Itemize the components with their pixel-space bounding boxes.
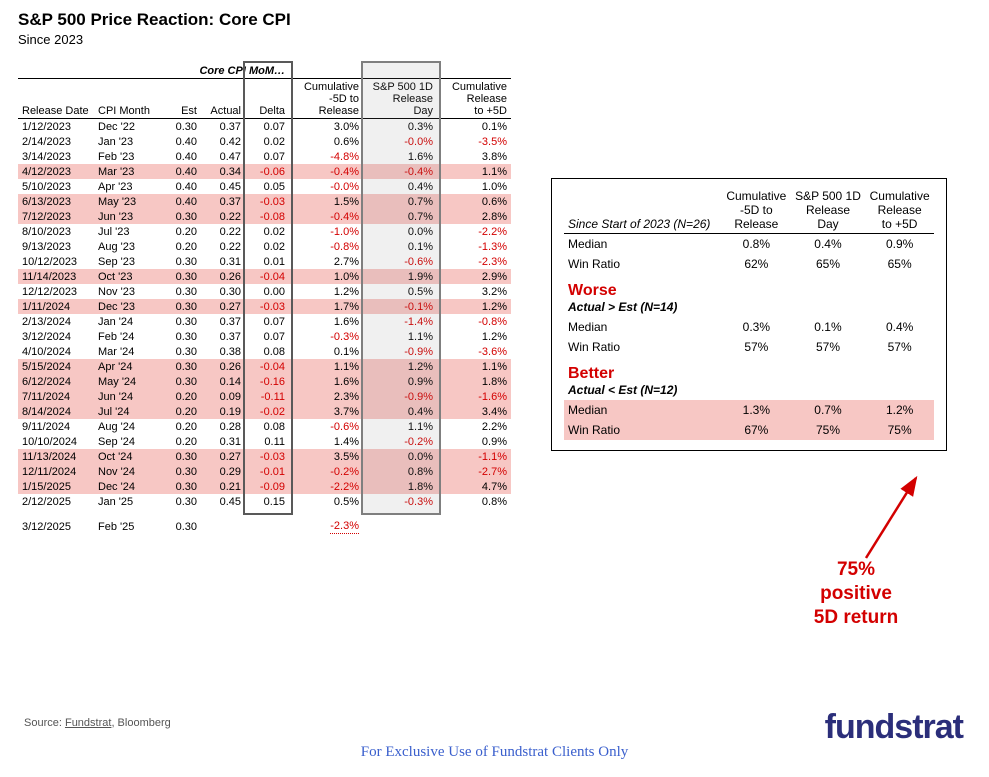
page-title: S&P 500 Price Reaction: Core CPI xyxy=(18,10,971,30)
summary-table: Since Start of 2023 (N=26) Cumulative-5D… xyxy=(564,187,934,440)
col-est: Est xyxy=(157,79,201,119)
table-row: 7/11/2024Jun '240.200.09-0.112.3%-0.9%-1… xyxy=(18,389,511,404)
table-row: 3/12/2024Feb '240.300.370.07-0.3%1.1%1.2… xyxy=(18,329,511,344)
data-table: Core CPI MoM… Release Date CPI Month Est… xyxy=(18,63,511,535)
group-header-row: Core CPI MoM… xyxy=(18,63,511,79)
table-row: 6/13/2023May '230.400.37-0.031.5%0.7%0.6… xyxy=(18,194,511,209)
summary-col2: S&P 500 1DReleaseDay xyxy=(791,187,866,234)
summary-since-label: Since Start of 2023 (N=26) xyxy=(564,187,722,234)
summary-better-header: Better Actual < Est (N=12) xyxy=(564,357,934,400)
source-link: Fundstrat xyxy=(65,717,111,729)
page-subtitle: Since 2023 xyxy=(18,32,971,47)
summary-worse-win: Win Ratio 57% 57% 57% xyxy=(564,337,934,357)
summary-header-row: Since Start of 2023 (N=26) Cumulative-5D… xyxy=(564,187,934,234)
summary-worse-median: Median 0.3% 0.1% 0.4% xyxy=(564,317,934,337)
summary-worse-header: Worse Actual > Est (N=14) xyxy=(564,274,934,317)
table-row: 2/14/2023Jan '230.400.420.020.6%-0.0%-3.… xyxy=(18,134,511,149)
col-sp-1d: S&P 500 1DReleaseDay xyxy=(363,79,437,119)
page: S&P 500 Price Reaction: Core CPI Since 2… xyxy=(0,0,989,777)
table-row-pending: 3/12/2025Feb '250.30-2.3% xyxy=(18,518,511,535)
col-delta: Delta xyxy=(245,79,289,119)
summary-overall-win: Win Ratio 62% 65% 65% xyxy=(564,254,934,274)
right-summary-wrap: Since Start of 2023 (N=26) Cumulative-5D… xyxy=(551,178,947,451)
table-row: 5/10/2023Apr '230.400.450.05-0.0%0.4%1.0… xyxy=(18,179,511,194)
col-actual: Actual xyxy=(201,79,245,119)
table-row: 10/10/2024Sep '240.200.310.111.4%-0.2%0.… xyxy=(18,434,511,449)
group-header-label: Core CPI MoM… xyxy=(157,63,289,79)
table-row: 1/12/2023Dec '220.300.370.073.0%0.3%0.1% xyxy=(18,119,511,135)
worse-subtitle: Actual > Est (N=14) xyxy=(568,300,677,314)
table-row: 12/12/2023Nov '230.300.300.001.2%0.5%3.2… xyxy=(18,284,511,299)
better-subtitle: Actual < Est (N=12) xyxy=(568,383,677,397)
table-row: 9/11/2024Aug '240.200.280.08-0.6%1.1%2.2… xyxy=(18,419,511,434)
table-row: 11/14/2023Oct '230.300.26-0.041.0%1.9%2.… xyxy=(18,269,511,284)
col-cpi-month: CPI Month xyxy=(94,79,157,119)
col-release-date: Release Date xyxy=(18,79,94,119)
table-row: 11/13/2024Oct '240.300.27-0.033.5%0.0%-1… xyxy=(18,449,511,464)
summary-overall-median: Median 0.8% 0.4% 0.9% xyxy=(564,234,934,255)
col-cum-neg5: Cumulative-5D toRelease xyxy=(289,79,363,119)
table-row: 12/11/2024Nov '240.300.29-0.01-0.2%0.8%-… xyxy=(18,464,511,479)
left-table-wrap: Core CPI MoM… Release Date CPI Month Est… xyxy=(18,63,511,535)
table-row: 2/12/2025Jan '250.300.450.150.5%-0.3%0.8… xyxy=(18,494,511,509)
source-text: Source: Fundstrat, Bloomberg xyxy=(24,717,171,729)
table-row: 6/12/2024May '240.300.14-0.161.6%0.9%1.8… xyxy=(18,374,511,389)
table-row: 10/12/2023Sep '230.300.310.012.7%-0.6%-2… xyxy=(18,254,511,269)
table-row: 4/12/2023Mar '230.400.34-0.06-0.4%-0.4%1… xyxy=(18,164,511,179)
worse-title: Worse xyxy=(568,282,617,299)
annotation-text: 75%positive5D return xyxy=(781,558,931,629)
summary-col1: Cumulative-5D toRelease xyxy=(722,187,791,234)
better-title: Better xyxy=(568,365,614,382)
table-body: 1/12/2023Dec '220.300.370.073.0%0.3%0.1%… xyxy=(18,119,511,536)
table-row: 8/10/2023Jul '230.200.220.02-1.0%0.0%-2.… xyxy=(18,224,511,239)
col-cum-pos5: CumulativeReleaseto +5D xyxy=(437,79,511,119)
table-row: 8/14/2024Jul '240.200.19-0.023.7%0.4%3.4… xyxy=(18,404,511,419)
summary-better-median: Median 1.3% 0.7% 1.2% xyxy=(564,400,934,420)
table-row: 4/10/2024Mar '240.300.380.080.1%-0.9%-3.… xyxy=(18,344,511,359)
summary-better-win: Win Ratio 67% 75% 75% xyxy=(564,420,934,440)
main-content: Core CPI MoM… Release Date CPI Month Est… xyxy=(18,63,971,535)
table-row: 9/13/2023Aug '230.200.220.02-0.8%0.1%-1.… xyxy=(18,239,511,254)
summary-box: Since Start of 2023 (N=26) Cumulative-5D… xyxy=(551,178,947,451)
fundstrat-logo: fundstrat xyxy=(825,708,963,747)
table-row: 1/15/2025Dec '240.300.21-0.09-2.2%1.8%4.… xyxy=(18,479,511,494)
table-row: 3/14/2023Feb '230.400.470.07-4.8%1.6%3.8… xyxy=(18,149,511,164)
table-row: 2/13/2024Jan '240.300.370.071.6%-1.4%-0.… xyxy=(18,314,511,329)
table-row: 5/15/2024Apr '240.300.26-0.041.1%1.2%1.1… xyxy=(18,359,511,374)
table-row: 7/12/2023Jun '230.300.22-0.08-0.4%0.7%2.… xyxy=(18,209,511,224)
summary-col3: CumulativeReleaseto +5D xyxy=(865,187,934,234)
table-row: 1/11/2024Dec '230.300.27-0.031.7%-0.1%1.… xyxy=(18,299,511,314)
column-header-row: Release Date CPI Month Est Actual Delta … xyxy=(18,79,511,119)
